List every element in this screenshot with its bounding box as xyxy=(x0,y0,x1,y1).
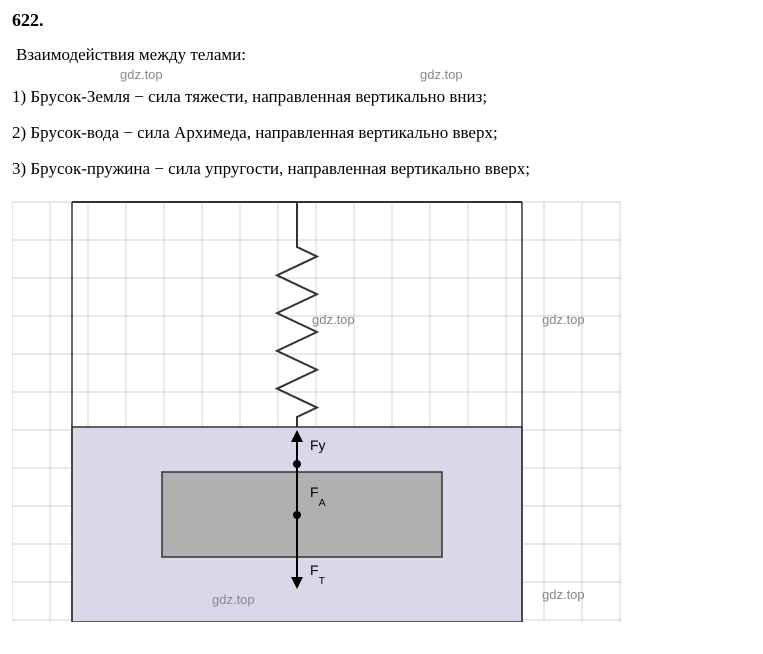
diagram-watermark-3: gdz.top xyxy=(542,312,585,327)
list-item-2: 2) Брусок-вода − сила Архимеда, направле… xyxy=(12,121,751,145)
watermark-top-1: gdz.top xyxy=(120,67,163,82)
physics-diagram: FуFAFT gdz.top gdz.top gdz.top gdz.top xyxy=(12,192,622,622)
problem-number: 622. xyxy=(12,10,751,31)
list-item-3: 3) Брусок-пружина − сила упругости, напр… xyxy=(12,157,751,181)
diagram-svg: FуFAFT xyxy=(12,192,622,622)
diagram-watermark-2: gdz.top xyxy=(212,592,255,607)
diagram-watermark-4: gdz.top xyxy=(542,587,585,602)
watermark-row-top: gdz.top gdz.top xyxy=(12,67,751,85)
intro-text: Взаимодействия между телами: xyxy=(16,45,751,65)
watermark-top-2: gdz.top xyxy=(420,67,463,82)
problem-number-text: 622 xyxy=(12,10,39,30)
diagram-watermark-1: gdz.top xyxy=(312,312,355,327)
problem-number-dot: . xyxy=(39,10,44,30)
svg-text:Fу: Fу xyxy=(310,437,326,453)
list-item-1: 1) Брусок-Земля − сила тяжести, направле… xyxy=(12,85,751,109)
